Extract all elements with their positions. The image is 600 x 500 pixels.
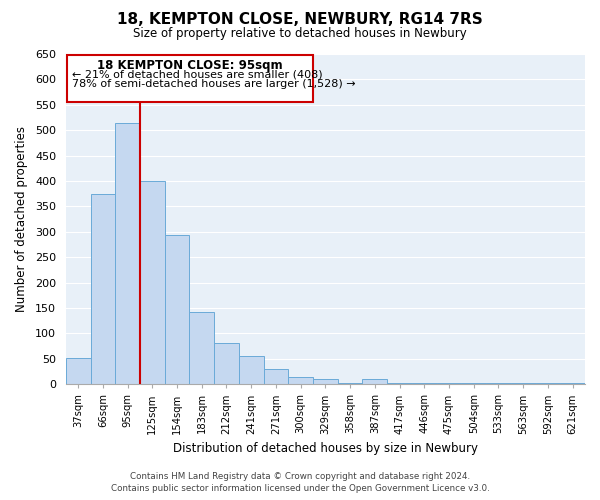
Text: Size of property relative to detached houses in Newbury: Size of property relative to detached ho…: [133, 28, 467, 40]
Text: Contains public sector information licensed under the Open Government Licence v3: Contains public sector information licen…: [110, 484, 490, 493]
Text: 78% of semi-detached houses are larger (1,528) →: 78% of semi-detached houses are larger (…: [72, 80, 356, 90]
Bar: [486, 382, 511, 384]
Bar: [67, 55, 313, 102]
Bar: [239, 356, 263, 384]
Bar: [338, 382, 362, 384]
Bar: [263, 369, 289, 384]
Bar: [461, 382, 486, 384]
Bar: [214, 342, 239, 384]
Bar: [91, 194, 115, 384]
Bar: [362, 379, 387, 384]
Bar: [560, 382, 585, 384]
Bar: [536, 382, 560, 384]
Bar: [511, 382, 536, 384]
Text: 18 KEMPTON CLOSE: 95sqm: 18 KEMPTON CLOSE: 95sqm: [97, 58, 283, 71]
Bar: [437, 382, 461, 384]
Bar: [190, 312, 214, 384]
Text: 18, KEMPTON CLOSE, NEWBURY, RG14 7RS: 18, KEMPTON CLOSE, NEWBURY, RG14 7RS: [117, 12, 483, 28]
Bar: [140, 181, 164, 384]
Y-axis label: Number of detached properties: Number of detached properties: [15, 126, 28, 312]
Bar: [164, 236, 190, 384]
Text: Contains HM Land Registry data © Crown copyright and database right 2024.: Contains HM Land Registry data © Crown c…: [130, 472, 470, 481]
Text: ← 21% of detached houses are smaller (408): ← 21% of detached houses are smaller (40…: [72, 69, 323, 79]
Bar: [412, 382, 437, 384]
Bar: [66, 358, 91, 384]
Bar: [289, 377, 313, 384]
Bar: [387, 382, 412, 384]
Bar: [115, 122, 140, 384]
Bar: [313, 379, 338, 384]
X-axis label: Distribution of detached houses by size in Newbury: Distribution of detached houses by size …: [173, 442, 478, 455]
